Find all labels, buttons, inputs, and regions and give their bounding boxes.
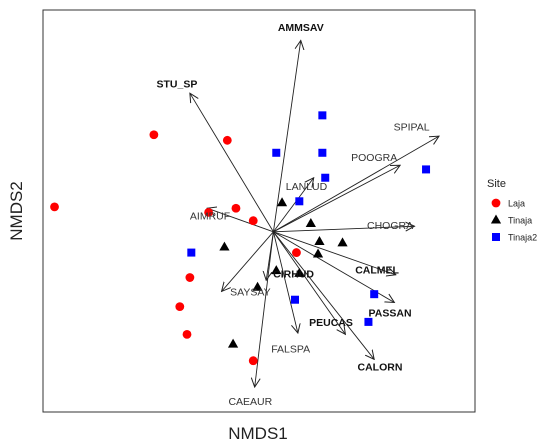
vector-label-chogra: CHOGRA [367,220,413,232]
point-laja [185,273,195,282]
legend-marker-laja [491,198,501,208]
vector-label-falspa: FALSPA [271,343,310,355]
vector-arrow-peucas [273,231,345,335]
point-tinaja2 [318,148,327,157]
vector-arrow-lanlud [273,178,313,233]
points-layer [50,111,431,366]
point-laja [182,329,192,339]
vector-arrow-spipal [273,136,439,233]
vector-label-spipal: SPIPAL [394,122,430,134]
point-tinaja [271,265,282,275]
point-tinaja [227,338,239,348]
legend-label-tinaja: Tinaja [508,216,532,226]
vector-arrow-stu-sp [190,93,274,233]
vector-labels-layer: AMMSAV STU_SP SPIPAL POOGRA LANLUD AIMRUF CHOG… [156,22,429,408]
point-tinaja2 [187,248,196,257]
point-tinaja2 [295,197,304,206]
vector-arrow-saysay [222,231,274,292]
point-tinaja [252,281,263,291]
vector-label-passan: PASSAN [369,307,412,319]
legend-title: Site [487,178,506,190]
legend-marker-tinaja [490,214,502,224]
vector-label-peucas: PEUCAS [309,317,353,329]
vector-label-calmel: CALMEL [355,264,399,276]
point-tinaja2 [318,111,327,120]
point-laja [231,203,241,213]
point-laja [204,207,214,217]
point-tinaja2 [370,290,379,299]
point-tinaja2 [364,317,373,326]
vector-arrow-calmel [273,231,395,275]
point-tinaja [312,248,324,258]
point-tinaja2 [272,148,281,157]
legend-label-laja: Laja [508,199,525,209]
vector-label-aimruf: AIMRUF [190,210,230,222]
point-laja [175,302,185,312]
point-tinaja2 [422,165,431,174]
point-tinaja [337,237,348,247]
vector-arrow-aimruf [207,208,274,233]
point-laja [50,202,59,212]
vector-label-stu-sp: STU_SP [156,79,197,91]
point-tinaja2 [291,295,299,304]
vector-label-lanlud: LANLUD [286,181,328,193]
vector-arrow-chogra [273,226,414,233]
point-tinaja [305,218,316,227]
vector-label-saysay: SAYSAY [230,287,270,299]
y-axis-title: NMDS2 [7,181,26,241]
point-laja [248,356,258,366]
vector-arrow-calorn [273,231,374,360]
legend: Site Laja Tinaja Tinaja2 [487,178,537,243]
vector-arrow-caeaur [255,231,274,387]
vector-label-caeaur: CAEAUR [228,396,272,408]
point-laja [149,130,159,140]
point-tinaja2 [321,173,330,182]
vector-arrow-ammsav [272,40,300,232]
vector-label-cirhud: CIRHUD [273,269,314,281]
point-tinaja [314,236,325,246]
plot-frame [42,9,476,413]
vector-label-calorn: CALORN [357,361,402,373]
point-tinaja [276,197,288,207]
x-axis-title: NMDS1 [228,424,288,443]
point-tinaja [294,267,305,277]
vector-label-poogra: POOGRA [351,152,397,164]
point-tinaja [219,241,230,251]
legend-label-tinaja2: Tinaja2 [508,233,537,243]
vector-arrow-poogra [273,165,400,233]
vector-label-ammsav: AMMSAV [278,22,324,34]
vector-arrow-falspa [272,231,297,333]
point-laja [222,135,232,145]
legend-marker-tinaja2 [492,233,500,241]
point-laja [292,248,301,257]
point-laja [248,216,258,226]
